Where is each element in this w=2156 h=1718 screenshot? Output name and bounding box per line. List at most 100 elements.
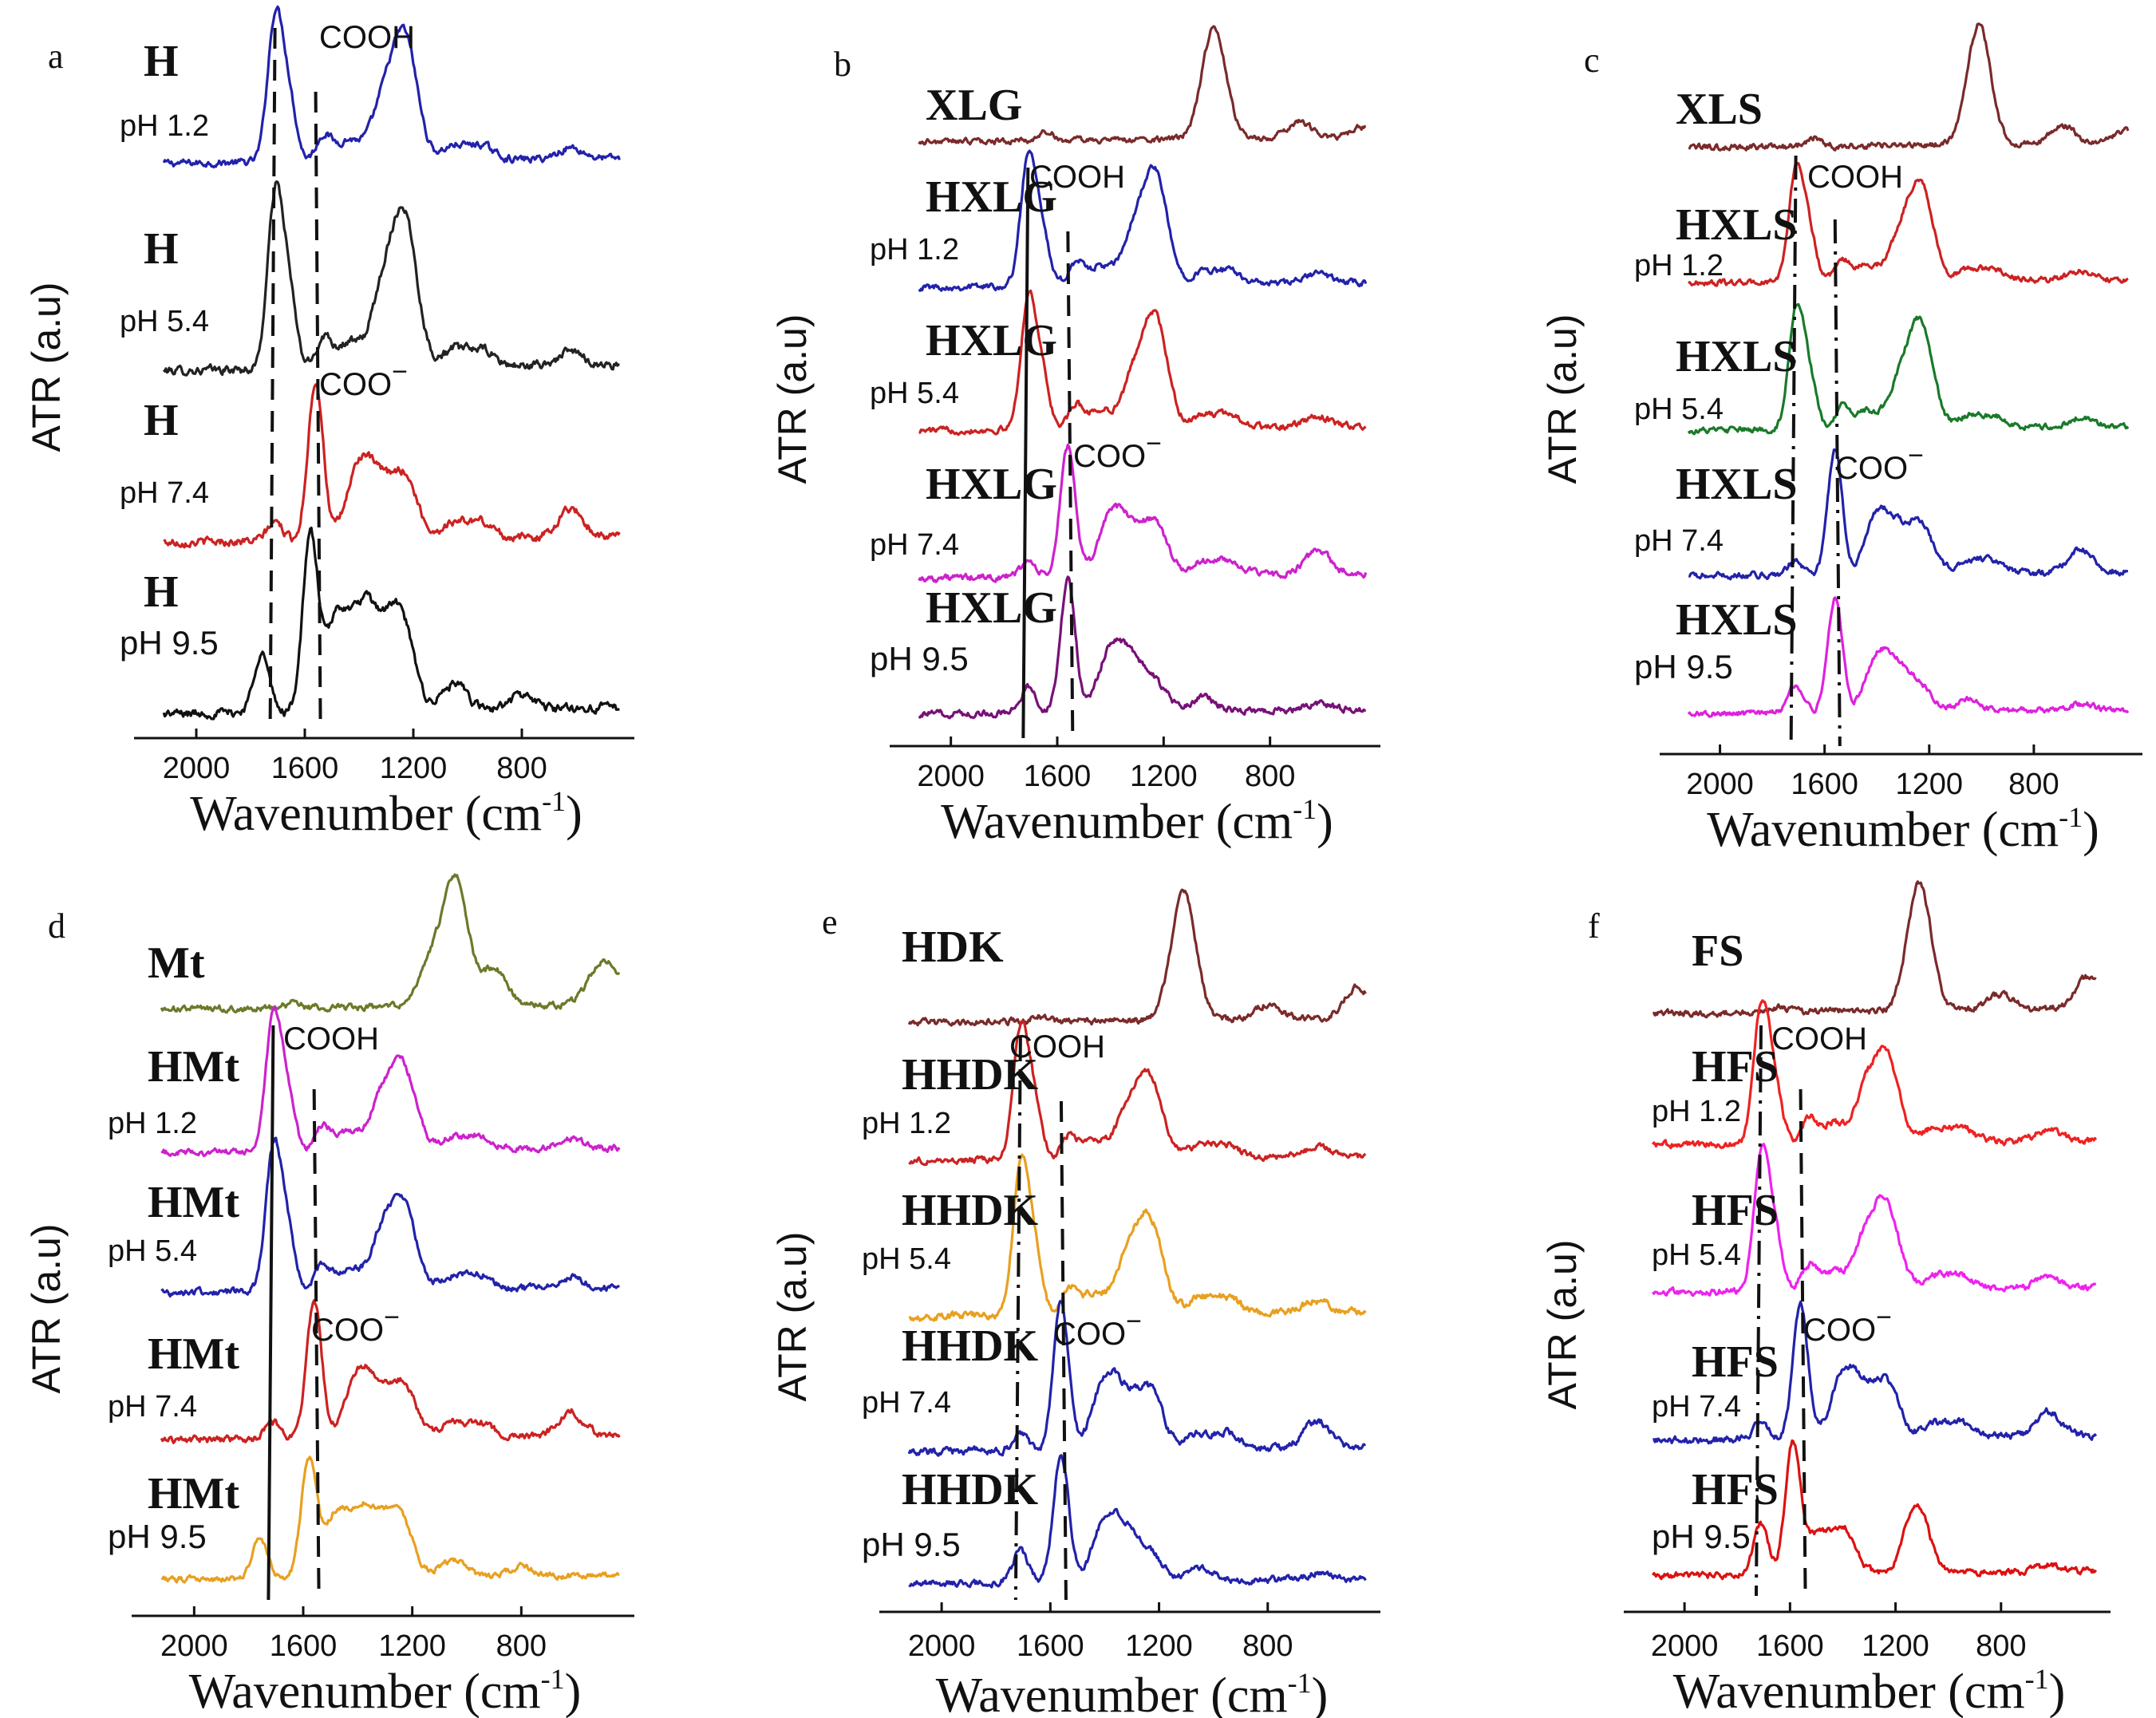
spectrum-line [1688,448,2129,581]
cooh-marker-line [1754,1025,1763,1597]
sample-label: Mt [148,938,205,988]
x-tick-label: 1200 [1862,1629,1929,1663]
ph-label: pH 7.4 [870,528,959,562]
x-tick-label: 1600 [1017,1629,1084,1663]
x-tick-label: 1200 [1125,1629,1193,1663]
cooh-label: COOH [1771,1021,1867,1056]
sample-label: HFS [1692,1042,1779,1092]
panel-letter: a [48,37,64,76]
panel-letter: d [48,906,65,946]
spectrum-line [1687,302,2130,436]
x-tick-label: 1200 [1130,760,1198,793]
sample-label: HHDK [902,1050,1039,1100]
sample-label: HMt [148,1178,239,1227]
cooh-label: COOH [283,1021,379,1056]
x-tick-label: 800 [2008,768,2059,801]
x-tick-label: 2000 [1651,1629,1719,1663]
sample-label: HDK [902,922,1004,972]
ph-label: pH 7.4 [862,1386,951,1420]
spectrum-line [907,1300,1367,1457]
sample-label: XLG [926,81,1022,130]
coo-label: COO− [1053,1306,1142,1352]
spectrum-line [163,382,621,549]
spectrum-line [918,289,1367,436]
x-tick-label: 2000 [1686,768,1754,801]
ph-label: pH 7.4 [120,476,209,510]
coo-marker-line [1799,1088,1807,1597]
cooh-marker-line [1021,167,1030,739]
spectrum-line [160,1005,621,1158]
spectrum-line [160,873,621,1014]
x-axis-label: Wavenumber (cm-1) [190,785,582,841]
sample-label: HXLG [926,460,1057,509]
sample-label: HXLS [1676,460,1798,509]
ph-label: pH 1.2 [108,1107,197,1140]
ph-label: pH 5.4 [1634,393,1724,426]
ph-label: pH 9.5 [1634,648,1733,685]
coo-label: COO− [1803,1302,1892,1348]
x-tick-label: 1600 [271,752,339,785]
sample-label: HXLG [926,583,1057,633]
ph-label: pH 5.4 [108,1234,197,1268]
x-tick-label: 800 [496,752,547,785]
x-tick-label: 800 [1976,1629,2026,1663]
x-axis-label: Wavenumber (cm-1) [941,793,1333,849]
ph-label: pH 5.4 [120,305,209,338]
x-axis-label: Wavenumber (cm-1) [1673,1663,2066,1718]
sample-label: HFS [1692,1186,1779,1235]
ph-label: pH 9.5 [862,1526,961,1563]
spectrum-line [1653,880,2097,1019]
x-tick-label: 1600 [1756,1629,1824,1663]
sample-label: HFS [1692,1465,1779,1515]
ph-label: pH 1.2 [1634,249,1724,282]
ph-label: pH 7.4 [108,1390,197,1424]
cooh-label: COOH [1029,160,1125,195]
sample-label: HXLS [1676,200,1798,250]
ph-label: pH 9.5 [870,640,969,677]
sample-label: HXLG [926,172,1057,222]
ph-label: pH 5.4 [862,1242,951,1276]
sample-label: XLS [1676,85,1763,134]
sample-label: H [144,37,179,86]
sample-label: HXLS [1676,332,1798,381]
ph-label: pH 9.5 [108,1518,207,1555]
x-tick-label: 2000 [160,1629,228,1663]
ph-label: pH 1.2 [862,1107,951,1140]
spectrum-line [1652,999,2098,1150]
sample-label: HFS [1692,1337,1779,1387]
sample-label: HMt [148,1329,239,1379]
ph-label: pH 7.4 [1634,524,1724,558]
coo-marker-line [312,1088,321,1601]
coo-marker-line [1066,231,1075,739]
spectrum-line [1687,161,2129,287]
x-tick-label: 800 [496,1629,547,1663]
sample-label: HHDK [902,1321,1039,1371]
panel-e: e ATR (a.u) 2000 1600 1200 800 Wavenumber (cm-… [770,888,1380,1718]
panel-letter: b [834,45,851,84]
x-tick-label: 1200 [378,1629,446,1663]
spectrum-line [907,888,1367,1027]
panel-letter: f [1588,906,1600,946]
coo-marker-line [1833,219,1842,747]
spectrum-line [918,443,1368,583]
y-axis-label: ATR (a.u) [770,1232,815,1402]
ph-label: pH 9.5 [120,624,219,662]
spectrum-line [1687,596,2130,718]
spectrum-line [160,1298,621,1444]
cooh-label: COOH [1009,1029,1105,1064]
spectrum-line [918,149,1368,292]
spectrum-line [908,1153,1367,1322]
coo-marker-line [314,91,322,727]
sample-label: H [144,396,179,445]
x-axis-label: Wavenumber (cm-1) [189,1663,582,1718]
coo-label: COO− [319,357,408,402]
sample-label: H [144,567,179,617]
panel-letter: e [822,902,838,942]
y-axis-label: ATR (a.u) [24,282,69,452]
x-tick-label: 1200 [380,752,448,785]
